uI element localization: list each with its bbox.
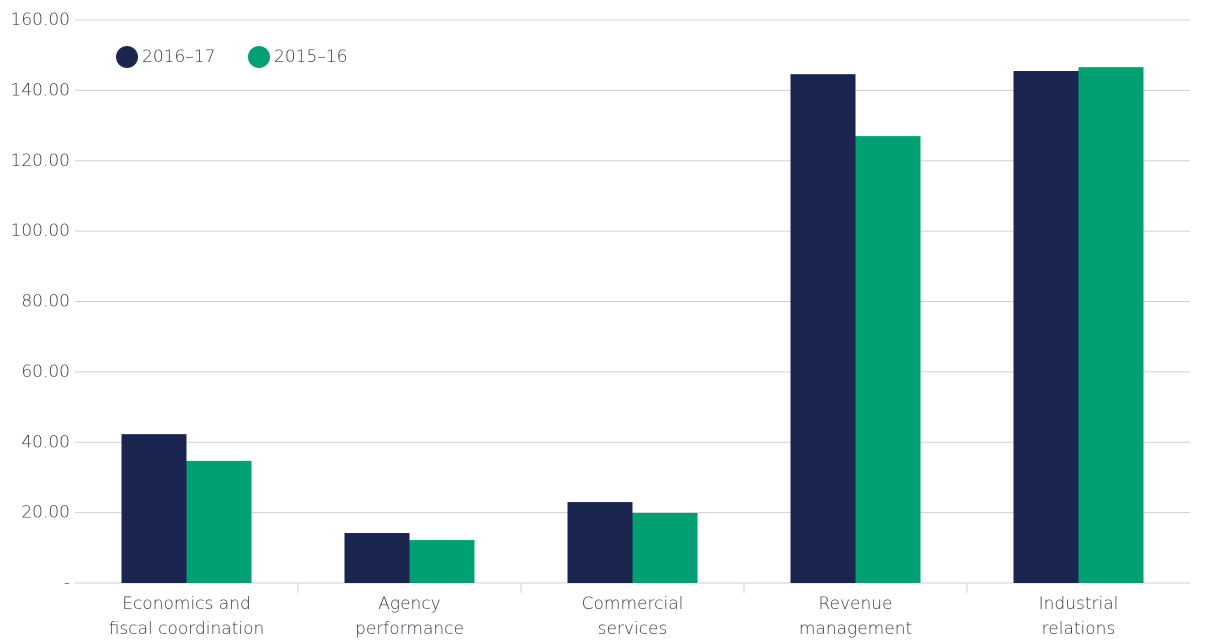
- legend-swatch: [116, 46, 138, 68]
- bar: [121, 434, 187, 583]
- x-tick-label: Agency: [378, 594, 440, 614]
- legend-swatch: [248, 46, 270, 68]
- bar: [855, 136, 921, 583]
- x-tick-label: Industrial: [1039, 594, 1119, 614]
- legend-label: 2016–17: [142, 47, 215, 67]
- x-tick-label: management: [799, 619, 912, 639]
- bar: [632, 512, 698, 583]
- bar: [567, 502, 633, 583]
- bar: [1078, 67, 1144, 584]
- y-tick-label: 160.00: [11, 10, 70, 30]
- x-tick-label: Revenue: [818, 594, 892, 614]
- bar: [790, 74, 856, 583]
- y-tick-label: 100.00: [11, 221, 70, 241]
- x-tick-label: services: [598, 619, 668, 639]
- x-tick-label: fiscal coordination: [109, 619, 265, 639]
- x-tick-label: relations: [1042, 619, 1116, 639]
- y-tick-label: -: [64, 573, 70, 593]
- legend-label: 2015–16: [274, 47, 347, 67]
- x-tick-label: performance: [355, 619, 464, 639]
- x-tick-label: Economics and: [122, 594, 251, 614]
- bar: [1013, 71, 1079, 583]
- y-tick-label: 20.00: [21, 503, 70, 523]
- y-tick-label: 80.00: [21, 292, 70, 312]
- bar: [344, 533, 410, 583]
- bar: [186, 460, 252, 583]
- bar: [409, 540, 475, 583]
- y-tick-label: 40.00: [21, 432, 70, 452]
- y-tick-label: 60.00: [21, 362, 70, 382]
- y-tick-label: 120.00: [11, 151, 70, 171]
- x-tick-label: Commercial: [582, 594, 684, 614]
- y-tick-label: 140.00: [11, 80, 70, 100]
